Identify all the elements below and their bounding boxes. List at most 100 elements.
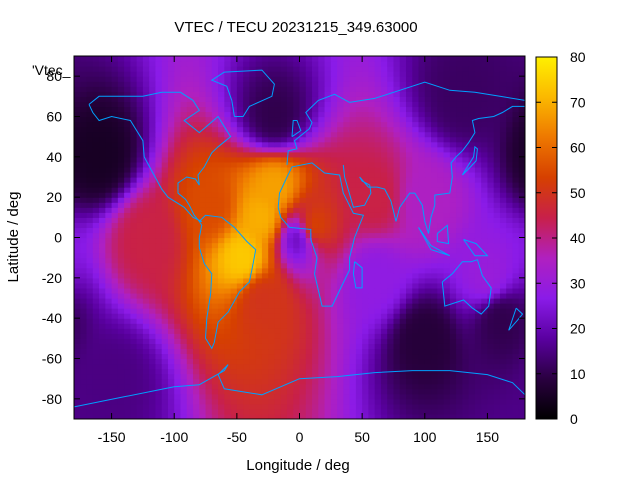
heat-cell — [368, 368, 376, 375]
heat-cell — [487, 292, 495, 299]
heat-cell — [186, 151, 194, 158]
heat-cell — [312, 207, 319, 213]
heat-cell — [418, 146, 426, 153]
heat-cell — [117, 212, 125, 218]
heat-cell — [368, 91, 376, 97]
heat-cell — [286, 373, 294, 380]
heat-cell — [111, 96, 119, 102]
heat-cell — [405, 247, 413, 254]
heat-cell — [117, 91, 125, 97]
heat-cell — [105, 217, 113, 223]
heat-cell — [249, 171, 257, 178]
heat-cell — [493, 338, 501, 344]
heat-cell — [80, 272, 88, 279]
heat-cell — [474, 383, 482, 390]
heat-cell — [86, 408, 94, 415]
heat-cell — [111, 388, 119, 395]
heat-cell — [261, 408, 269, 415]
heat-cell — [293, 413, 301, 419]
heat-cell — [255, 343, 263, 350]
heat-cell — [337, 202, 344, 208]
heat-cell — [92, 182, 100, 188]
heat-cell — [261, 318, 269, 324]
heat-cell — [393, 252, 401, 259]
heat-cell — [493, 156, 501, 163]
heat-cell — [174, 126, 182, 133]
heat-cell — [387, 177, 395, 183]
heat-cell — [124, 66, 131, 72]
heat-cell — [487, 131, 495, 138]
heat-cell — [424, 126, 432, 133]
heat-cell — [418, 378, 426, 385]
heat-cell — [280, 328, 288, 334]
heat-cell — [324, 398, 332, 405]
heat-cell — [418, 131, 426, 138]
heat-cell — [305, 91, 313, 97]
heat-cell — [431, 318, 438, 324]
heat-cell — [330, 187, 338, 193]
heat-cell — [249, 217, 257, 223]
heat-cell — [305, 257, 313, 264]
heat-cell — [149, 106, 157, 113]
heat-cell — [268, 413, 276, 419]
heat-cell — [374, 252, 382, 259]
heat-cell — [230, 353, 238, 360]
heat-cell — [431, 156, 438, 163]
heat-cell — [117, 66, 125, 72]
heat-cell — [424, 106, 432, 113]
heat-cell — [424, 232, 432, 239]
heat-cell — [380, 282, 388, 289]
heat-cell — [174, 393, 182, 400]
heat-cell — [86, 282, 94, 289]
heat-cell — [167, 217, 175, 223]
heat-cell — [230, 202, 238, 208]
heat-cell — [405, 277, 413, 284]
heat-cell — [268, 161, 276, 168]
heat-cell — [424, 408, 432, 415]
heat-cell — [80, 257, 88, 264]
heat-cell — [349, 388, 357, 395]
heat-cell — [286, 187, 294, 193]
heat-cell — [330, 116, 338, 123]
heat-cell — [368, 81, 376, 87]
heat-cell — [443, 262, 451, 269]
heat-cell — [293, 373, 301, 380]
heat-cell — [167, 126, 175, 133]
heat-cell — [249, 146, 257, 153]
heat-cell — [299, 96, 307, 102]
heat-cell — [243, 66, 250, 72]
heat-cell — [117, 308, 125, 314]
heat-cell — [418, 187, 426, 193]
heat-cell — [368, 338, 376, 344]
heat-cell — [92, 187, 100, 193]
heat-cell — [199, 413, 207, 419]
heat-cell — [380, 202, 388, 208]
heat-cell — [518, 91, 525, 97]
heat-cell — [462, 197, 470, 203]
heat-cell — [405, 398, 413, 405]
heat-cell — [180, 192, 188, 198]
heat-cell — [274, 156, 282, 163]
heat-cell — [412, 373, 420, 380]
heat-cell — [431, 171, 438, 178]
heat-cell — [286, 282, 294, 289]
heat-cell — [343, 398, 351, 405]
heat-cell — [105, 348, 113, 355]
heat-cell — [462, 136, 470, 143]
heat-cell — [280, 161, 288, 168]
heat-cell — [418, 267, 426, 274]
heat-cell — [211, 217, 219, 223]
heat-cell — [142, 388, 150, 395]
heat-cell — [493, 287, 501, 294]
heat-cell — [499, 328, 507, 334]
heat-cell — [506, 161, 514, 168]
heat-cell — [468, 232, 476, 239]
heat-cell — [399, 247, 407, 254]
heat-cell — [393, 262, 401, 269]
heat-cell — [243, 227, 250, 234]
heat-cell — [80, 217, 88, 223]
heat-cell — [374, 131, 382, 138]
heat-cell — [493, 86, 501, 92]
heat-cell — [286, 358, 294, 365]
heat-cell — [368, 197, 376, 203]
